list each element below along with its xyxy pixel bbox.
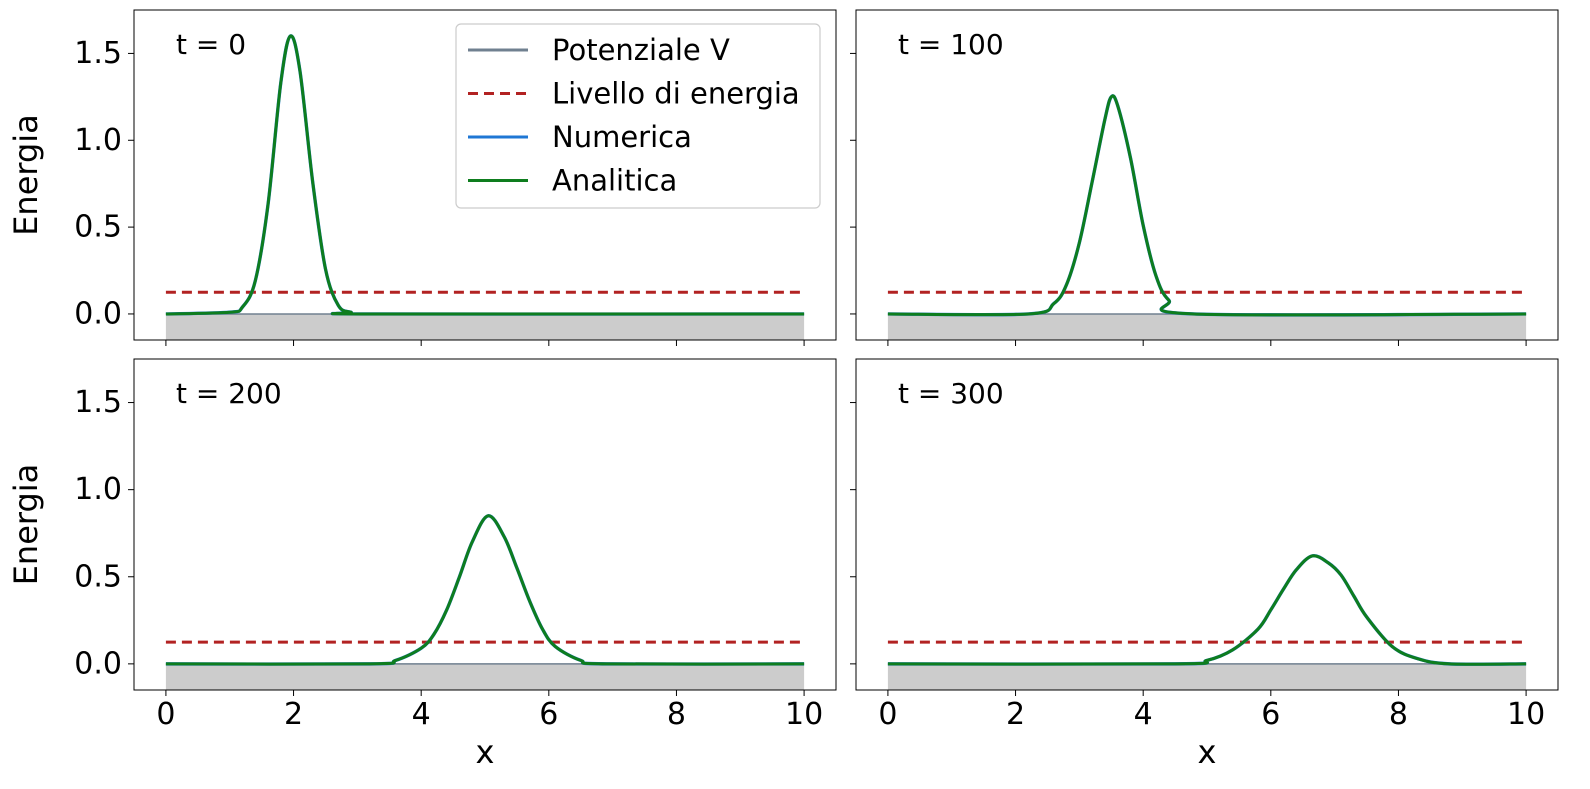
x-tick-label: 2 — [1006, 697, 1025, 732]
panel-time-label: t = 0 — [176, 28, 246, 61]
x-tick-label: 8 — [667, 697, 686, 732]
y-axis-label: Energia — [7, 114, 45, 236]
panel-3: 0.0 0.5 1.0 1.5 0 2 4 6 8 10 t = 200 Energia x — [7, 358, 837, 771]
potential-fill — [165, 663, 805, 690]
y-tick-label: 1.0 — [74, 472, 122, 507]
axes-frame — [133, 358, 837, 691]
panel-time-label: t = 100 — [898, 28, 1004, 61]
potential-fill — [887, 663, 1527, 690]
y-axis-label: Energia — [7, 464, 45, 586]
plot-area — [887, 94, 1527, 340]
legend-label: Numerica — [552, 120, 692, 154]
x-tick-label: 6 — [1261, 697, 1280, 732]
axes-frame — [133, 9, 837, 341]
legend-label: Livello di energia — [552, 77, 800, 111]
x-tick-label: 6 — [539, 697, 558, 732]
x-tick-label: 10 — [785, 697, 823, 732]
legend: Potenziale V Livello di energia Numerica An… — [455, 23, 821, 209]
axes-frame — [855, 358, 1559, 691]
series-line-analitica — [887, 554, 1527, 666]
panel-time-label: t = 300 — [898, 377, 1004, 410]
x-tick-label: 0 — [878, 697, 897, 732]
y-tick-label: 1.5 — [74, 36, 122, 71]
y-tick-label: 0.0 — [74, 296, 122, 331]
panel-2: t = 100 — [850, 9, 1559, 346]
plot-area — [165, 514, 805, 690]
x-tick-label: 10 — [1507, 697, 1545, 732]
y-tick-label: 0.0 — [74, 646, 122, 681]
panel-1: 0.0 0.5 1.0 1.5 t = 0 Energia Potenziale V Live… — [7, 9, 837, 346]
y-tick-label: 1.0 — [74, 123, 122, 158]
legend-box — [455, 23, 821, 209]
axes-frame — [855, 9, 1559, 341]
series-line-analitica — [887, 94, 1527, 317]
potential-fill — [165, 313, 805, 340]
series-line-numerica — [887, 554, 1527, 666]
series-line-analitica — [165, 34, 805, 316]
x-tick-label: 4 — [1134, 697, 1153, 732]
potential-fill — [887, 313, 1527, 340]
x-tick-label: 4 — [412, 697, 431, 732]
plot-area — [887, 554, 1527, 690]
y-tick-label: 0.5 — [74, 559, 122, 594]
series-line-numerica — [165, 514, 805, 666]
panel-time-label: t = 200 — [176, 377, 282, 410]
x-axis-label: x — [1198, 733, 1217, 771]
plot-area — [165, 34, 805, 340]
legend-label: Analitica — [552, 164, 677, 198]
panel-4: 0 2 4 6 8 10 t = 300 x — [850, 358, 1559, 771]
x-tick-label: 2 — [284, 697, 303, 732]
legend-label: Potenziale V — [552, 33, 730, 67]
x-axis-label: x — [476, 733, 495, 771]
y-tick-label: 1.5 — [74, 385, 122, 420]
series-line-analitica — [165, 514, 805, 666]
y-tick-label: 0.5 — [74, 210, 122, 245]
x-tick-label: 0 — [156, 697, 175, 732]
x-tick-label: 8 — [1389, 697, 1408, 732]
series-line-numerica — [887, 94, 1527, 317]
